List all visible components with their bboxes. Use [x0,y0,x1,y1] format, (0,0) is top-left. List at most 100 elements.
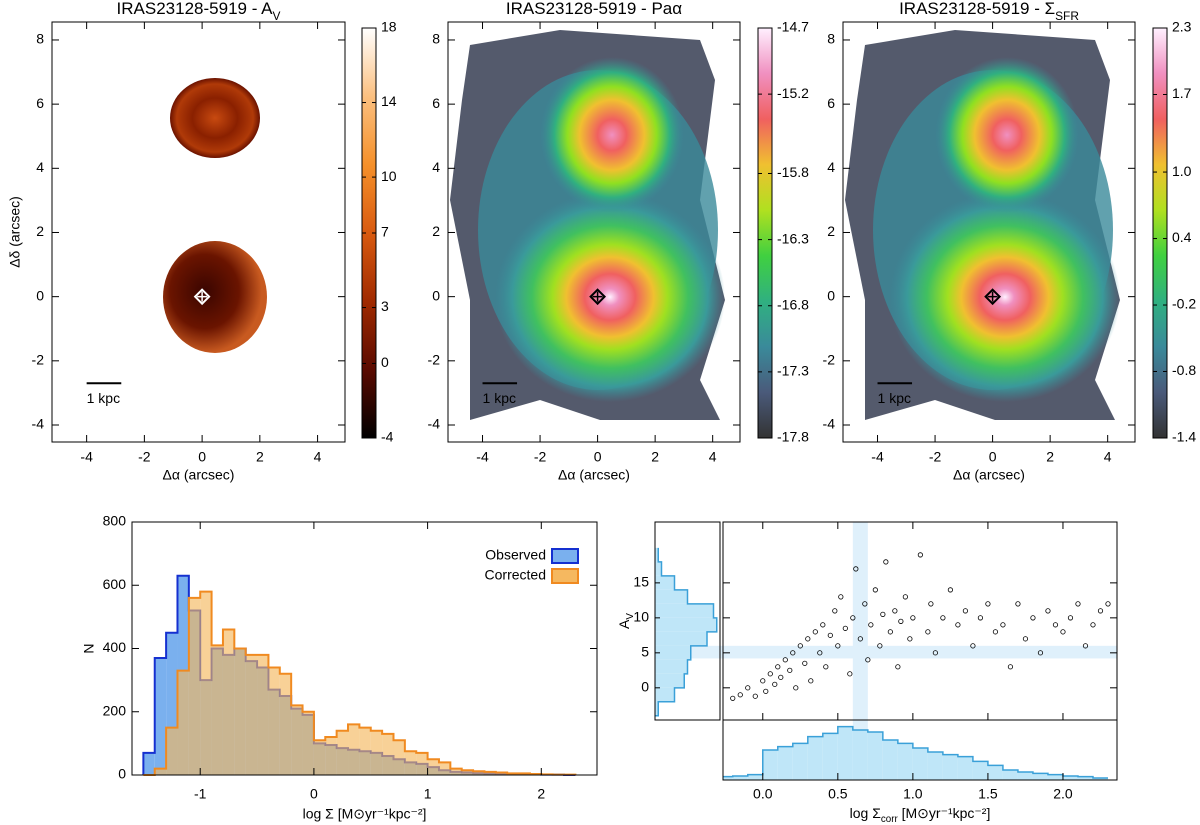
scatter-point [1022,636,1029,642]
scatter-point [763,688,769,694]
colorbar-tick-label: -0.8 [1172,362,1196,378]
colorbar-tick-label: 1.7 [1172,85,1192,101]
marginal-bar [987,765,1003,780]
hist-bar [166,632,178,775]
x-tick-label: 2 [1046,449,1054,465]
colorbar-tick-label: -0.2 [1172,296,1196,312]
marginal-bar [957,756,973,780]
y-tick-label: 0 [641,679,649,695]
hist-bar [313,740,326,775]
scatter-point [1007,664,1014,670]
scatter-point [1075,601,1081,607]
hist-bar [450,768,462,775]
x-tick-label: -4 [80,449,93,465]
x-tick-label: -2 [929,449,942,465]
hist-bar [268,667,280,775]
scatter-point [767,671,773,677]
scale-bar-label: 1 kpc [878,390,911,406]
colorbar-tick-label: 3 [381,298,389,314]
map-title: IRAS23128-5919 - AV [117,0,281,23]
x-tick-label: 1.0 [903,786,923,802]
map-image [163,78,267,353]
scatter-point [940,615,946,621]
x-tick-label: 2 [651,449,659,465]
scatter-point [782,657,788,663]
scatter-point [775,664,781,670]
hist-bar [438,762,451,775]
marker-diamond [984,288,1002,306]
scatter-point [1030,615,1036,621]
scatter-point [850,615,856,621]
hist-bar [348,724,360,775]
scatter-point [1105,601,1111,607]
scatter-point [895,664,901,670]
map-title-main: IRAS23128-5919 - Paα [506,0,682,18]
marginal-bar [972,761,988,780]
legend-swatch [551,568,579,584]
hist-bar [143,752,155,775]
hist-bar [495,772,508,775]
scatter-point [1060,629,1066,635]
marginal-bar [762,750,778,780]
scatter-point [737,692,743,698]
colorbar-tick-label: -17.8 [777,429,809,445]
marginal-bar [1017,772,1033,780]
x-tick-label: 4 [314,449,322,465]
x-tick-label: -2 [534,449,547,465]
colorbar-tick-label: 2.3 [1172,19,1192,35]
map-title: IRAS23128-5919 - Paα [506,0,682,18]
x-tick-label: 0 [198,449,206,465]
y-axis-label: N [81,643,97,653]
colorbar-tick-label: 18 [381,19,397,35]
colorbar [757,27,773,439]
colorbar-tick-label: 14 [381,93,397,109]
hist-bar [245,654,258,775]
y-tick-label: 8 [432,31,440,47]
x-tick-label: -4 [871,449,884,465]
marginal-bar [723,776,733,780]
scale-bar-label: 1 kpc [87,390,120,406]
y-tick-label: 0 [36,287,44,303]
scatter-point [797,643,803,649]
colorbar-tick-label: 10 [381,168,397,184]
hist-bar [336,730,349,775]
hist-bar [166,727,178,775]
band [655,645,1117,659]
scatter-point [917,552,923,558]
hist-bar [257,654,269,775]
scatter-point [910,615,916,621]
y-tick-label: 0 [827,287,835,303]
axes-frame [722,521,1118,721]
scatter-point [1000,622,1006,628]
marginal-bar [927,752,943,780]
hist-bar [473,771,485,775]
colorbar-tick-label: -16.8 [777,296,809,312]
colorbar-tick-label: -4 [381,429,394,445]
scatter-point [853,566,859,572]
hist-bar [211,645,223,775]
scatter-point [868,622,874,628]
x-axis-label: Δα (arcsec) [953,467,1025,483]
x-axis-label-suffix: [M⊙yr⁻¹kpc⁻²] [898,805,991,821]
scatter-point [865,657,871,663]
y-tick-label: 5 [641,644,649,660]
scatter-point [790,650,796,656]
legend-swatch [551,548,579,564]
marginal-bar [1092,778,1108,780]
hist-bar [370,730,383,775]
marginal-bar [655,589,688,604]
y-tick-label: 4 [36,159,44,175]
marginal-bar [837,726,853,780]
scatter-point [955,622,961,628]
x-axis-label: log Σcorr [M⊙yr⁻¹kpc⁻²] [850,805,991,825]
scatter-point [902,594,908,600]
scatter-point [820,622,826,628]
hist-bar [291,705,303,775]
scatter-point [847,671,853,677]
scatter-point [1045,608,1051,614]
legend-label: Corrected [485,567,546,583]
y-tick-label: 0 [432,287,440,303]
x-tick-label: 0 [594,449,602,465]
marginal-bar [655,631,707,646]
scatter-point [928,601,934,607]
